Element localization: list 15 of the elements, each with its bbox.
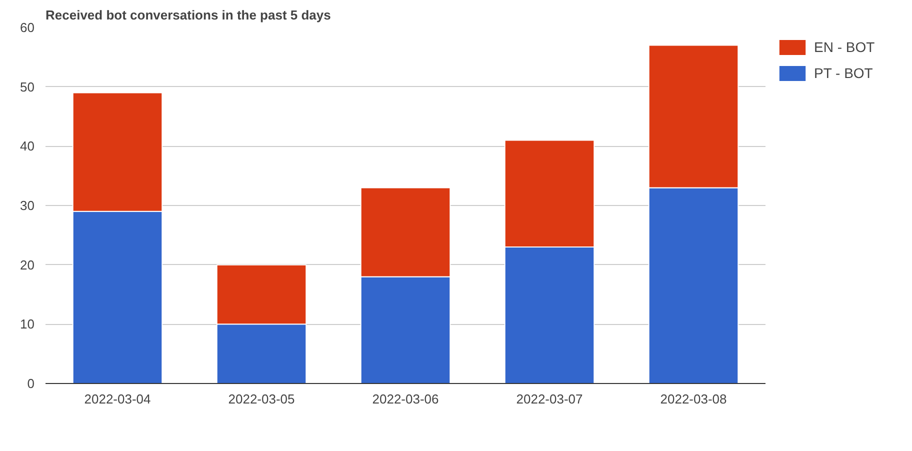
y-tick-label: 10	[20, 316, 35, 332]
legend-label: PT - BOT	[814, 65, 873, 81]
y-tick-label: 50	[20, 79, 35, 94]
x-tick-label: 2022-03-08	[660, 392, 727, 406]
x-tick-label: 2022-03-04	[84, 392, 151, 406]
chart-title: Received bot conversations in the past 5 days	[46, 8, 331, 22]
legend-label: EN - BOT	[814, 39, 875, 55]
x-tick-label: 2022-03-06	[372, 392, 439, 406]
x-tick-label: 2022-03-05	[228, 392, 295, 406]
y-tick-label: 20	[20, 257, 35, 272]
y-tick-label: 40	[20, 138, 35, 154]
y-tick-label: 60	[20, 20, 35, 35]
y-tick-label: 30	[20, 198, 35, 213]
x-tick-label: 2022-03-07	[516, 392, 583, 406]
y-tick-label: 0	[27, 376, 35, 391]
